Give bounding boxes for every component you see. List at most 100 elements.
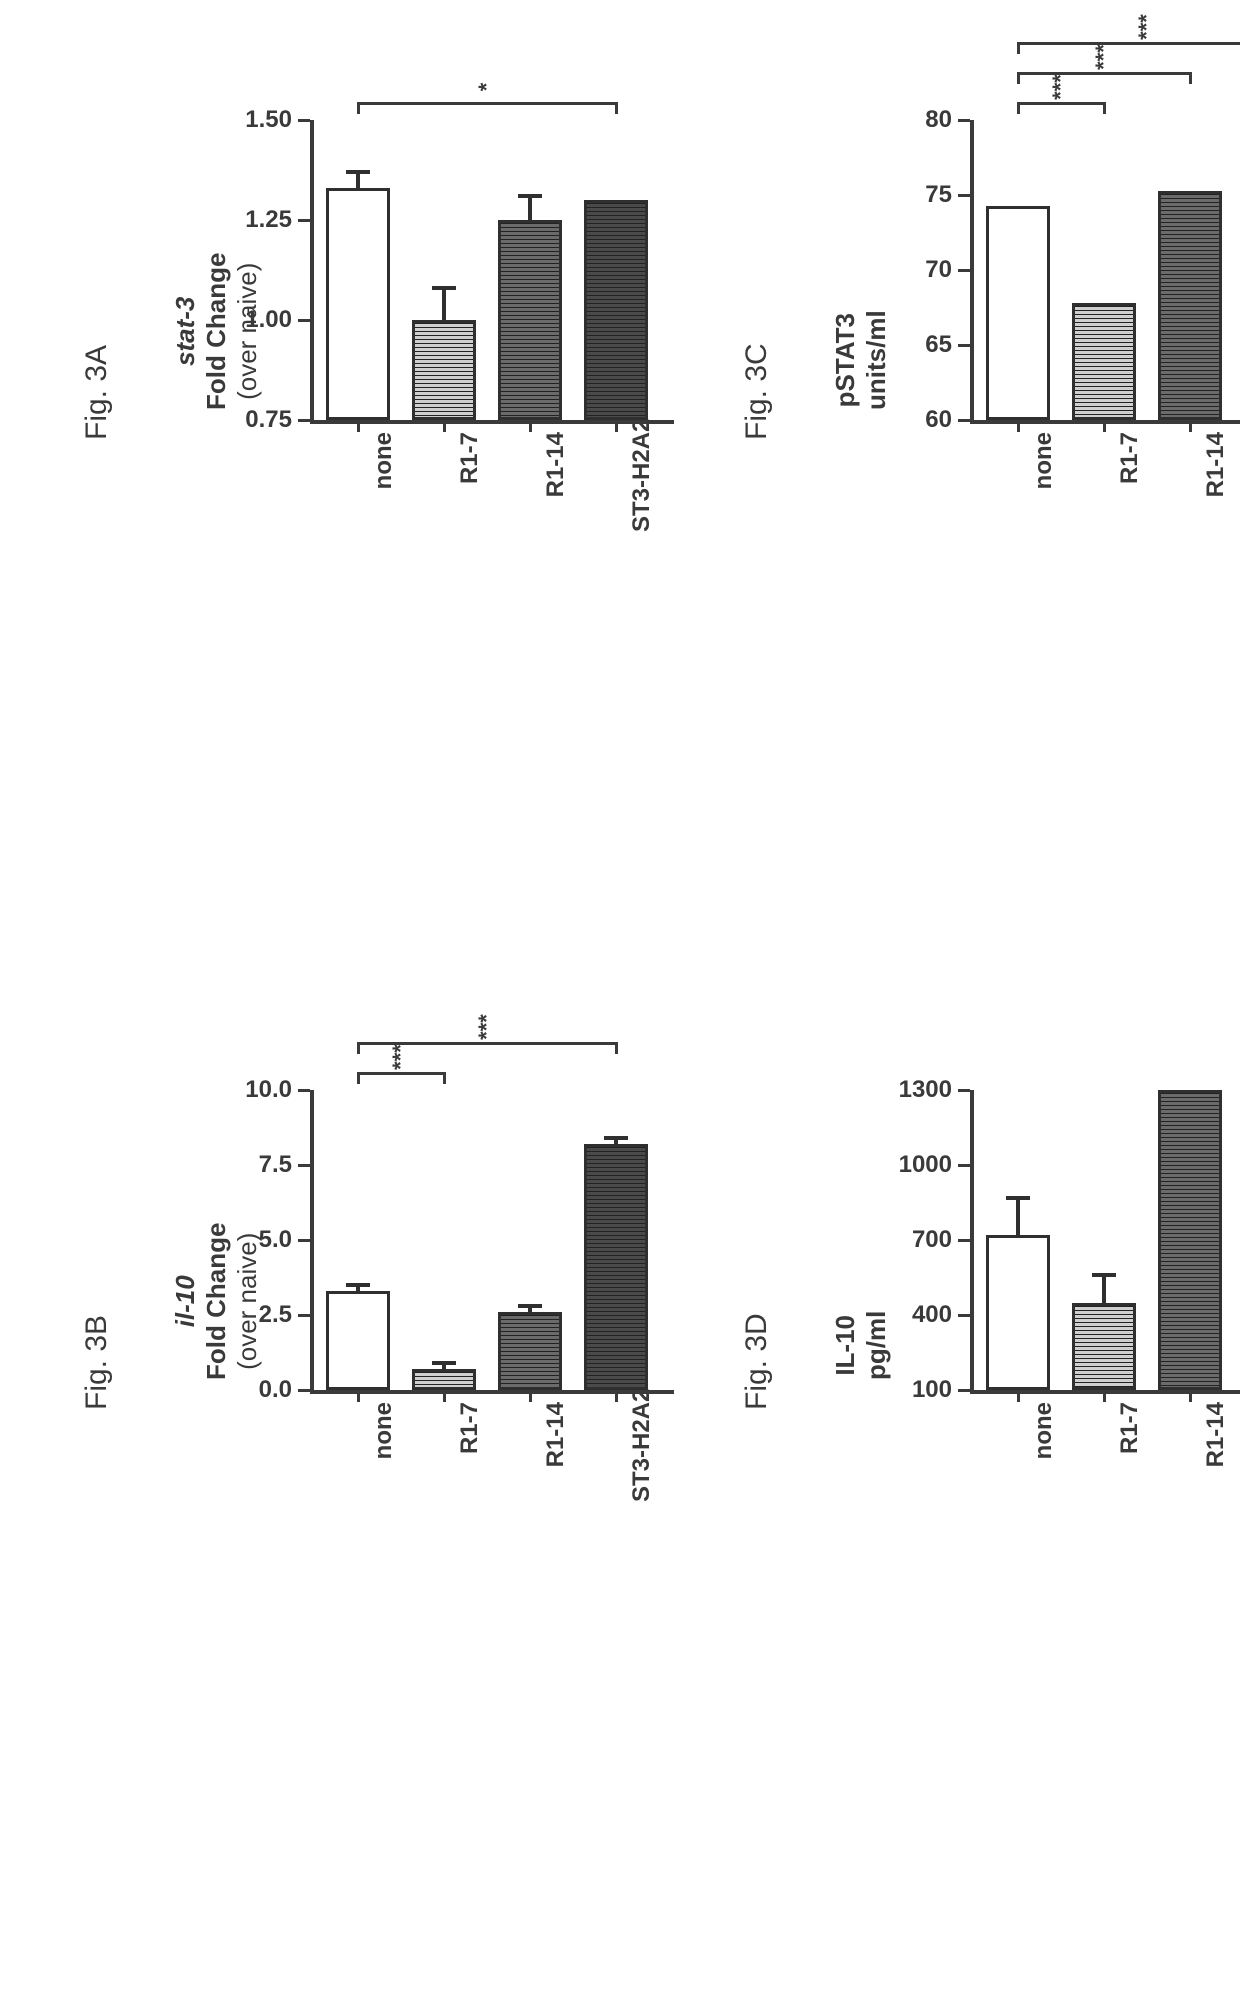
- y-tick: [298, 419, 310, 422]
- bar-none: [326, 188, 390, 420]
- significance-bracket: [1018, 42, 1240, 45]
- error-cap: [432, 286, 456, 290]
- y-tick: [298, 1314, 310, 1317]
- y-tick: [298, 219, 310, 222]
- error-cap: [432, 1361, 456, 1365]
- bar-R1-7: [412, 1369, 476, 1390]
- y-tick: [958, 1089, 970, 1092]
- significance-drop: [443, 1072, 446, 1084]
- significance-drop: [615, 1042, 618, 1054]
- x-tick: [1017, 422, 1020, 432]
- y-tick: [958, 194, 970, 197]
- significance-drop: [357, 1072, 360, 1084]
- y-tick: [958, 344, 970, 347]
- x-tick: [357, 1392, 360, 1402]
- significance-drop: [357, 102, 360, 114]
- y-tick: [298, 119, 310, 122]
- significance-drop: [1017, 42, 1020, 54]
- y-tick: [958, 1389, 970, 1392]
- y-tick-label: 0.75: [220, 406, 292, 434]
- y-tick: [298, 1389, 310, 1392]
- error-bar: [1016, 1198, 1020, 1236]
- bar-R1-7: [412, 320, 476, 420]
- y-tick: [298, 1089, 310, 1092]
- bar-R1-14: [1158, 1090, 1222, 1390]
- y-tick-label: 1000: [880, 1151, 952, 1179]
- figure-label-C: Fig. 3C: [740, 343, 774, 440]
- y-tick-label: 1300: [880, 1076, 952, 1104]
- bar-R1-14: [498, 1312, 562, 1390]
- y-tick-label: 80: [880, 106, 952, 134]
- x-tick-label: none: [370, 432, 398, 532]
- x-tick-label: none: [1030, 432, 1058, 532]
- y-tick-label: 1.00: [220, 306, 292, 334]
- y-tick: [958, 1164, 970, 1167]
- figure-label-B: Fig. 3B: [80, 1315, 114, 1410]
- significance-drop: [1017, 72, 1020, 84]
- x-tick-label: R1-14: [1202, 432, 1230, 532]
- figure-label-D: Fig. 3D: [740, 1313, 774, 1410]
- bar-none: [986, 206, 1050, 421]
- y-tick-label: 75: [880, 181, 952, 209]
- y-tick-label: 7.5: [220, 1151, 292, 1179]
- x-tick-label: none: [1030, 1402, 1058, 1502]
- x-tick: [615, 1392, 618, 1402]
- x-tick: [443, 422, 446, 432]
- y-tick: [958, 269, 970, 272]
- error-cap: [346, 170, 370, 174]
- x-tick: [1103, 422, 1106, 432]
- x-tick-label: none: [370, 1402, 398, 1502]
- error-bar: [1102, 1275, 1106, 1303]
- x-tick: [1189, 422, 1192, 432]
- x-tick: [1189, 1392, 1192, 1402]
- y-tick: [958, 1239, 970, 1242]
- x-tick-label: R1-7: [456, 432, 484, 532]
- y-tick-label: 700: [880, 1226, 952, 1254]
- y-tick: [298, 319, 310, 322]
- significance-label: ***: [474, 1007, 500, 1047]
- y-tick-label: 5.0: [220, 1226, 292, 1254]
- x-tick: [529, 422, 532, 432]
- x-tick: [1103, 1392, 1106, 1402]
- figure-label-A: Fig. 3A: [80, 345, 114, 440]
- y-axis-label-line1: pSTAT3: [830, 310, 861, 410]
- bar-none: [986, 1235, 1050, 1390]
- y-tick-label: 60: [880, 406, 952, 434]
- bar-R1-7: [1072, 1303, 1136, 1391]
- y-axis-label-C: pSTAT3units/ml: [830, 310, 892, 410]
- significance-drop: [1103, 102, 1106, 114]
- y-tick: [958, 119, 970, 122]
- x-tick: [615, 422, 618, 432]
- y-axis-label-line1: IL-10: [830, 1311, 861, 1380]
- y-tick: [298, 1239, 310, 1242]
- error-bar: [356, 172, 360, 188]
- error-cap: [1006, 1196, 1030, 1200]
- x-tick-label: R1-14: [542, 432, 570, 532]
- y-axis-label-line2: units/ml: [861, 310, 892, 410]
- error-cap: [346, 1283, 370, 1287]
- y-tick-label: 100: [880, 1376, 952, 1404]
- y-tick-label: 1.50: [220, 106, 292, 134]
- y-tick-label: 0.0: [220, 1376, 292, 1404]
- bar-R1-14: [498, 220, 562, 420]
- x-tick: [443, 1392, 446, 1402]
- x-tick: [529, 1392, 532, 1402]
- error-bar: [528, 196, 532, 220]
- y-tick-label: 70: [880, 256, 952, 284]
- y-tick: [298, 1164, 310, 1167]
- significance-drop: [357, 1042, 360, 1054]
- x-tick-label: R1-7: [1116, 1402, 1144, 1502]
- x-tick: [1017, 1392, 1020, 1402]
- x-tick-label: ST3-H2A2: [628, 1402, 656, 1502]
- error-bar: [442, 288, 446, 320]
- bar-none: [326, 1291, 390, 1390]
- y-tick-label: 400: [880, 1301, 952, 1329]
- x-tick-label: R1-7: [1116, 432, 1144, 532]
- bar-ST3-H2A2: [584, 200, 648, 420]
- y-tick-label: 65: [880, 331, 952, 359]
- significance-label: *: [474, 67, 500, 107]
- x-tick: [357, 422, 360, 432]
- x-tick-label: R1-14: [542, 1402, 570, 1502]
- error-cap: [518, 1304, 542, 1308]
- bar-R1-14: [1158, 191, 1222, 421]
